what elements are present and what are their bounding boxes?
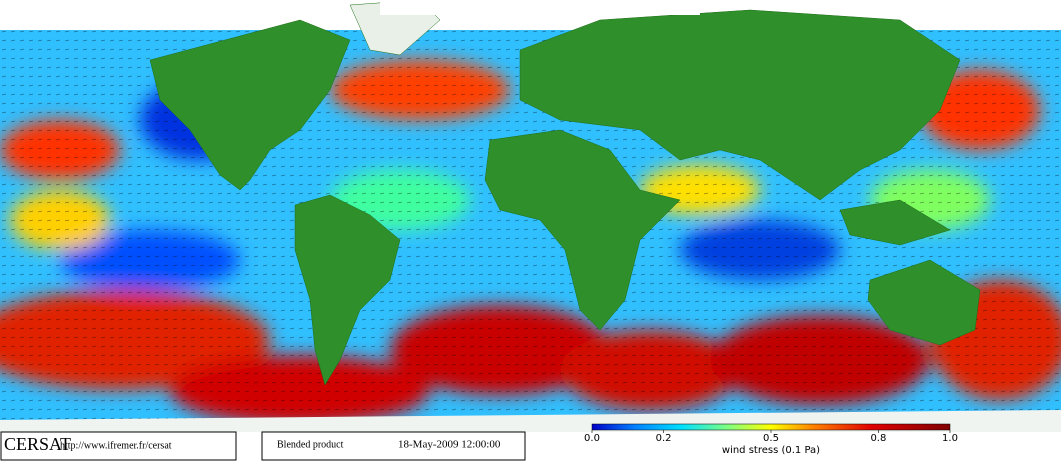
- land: [0, 0, 1061, 432]
- colorbar-tick-label: 1.0: [942, 433, 958, 444]
- product-box: [261, 431, 526, 461]
- logo-box: [0, 431, 237, 461]
- colorbar: [591, 423, 951, 431]
- colorbar-tick-label: 0.8: [870, 433, 886, 444]
- logo: CERSAT: [4, 434, 71, 454]
- product: Blended product: [277, 439, 344, 450]
- colorbar-tick-label: 0.2: [656, 433, 672, 444]
- colorbar-tick-label: 0.5: [763, 433, 779, 444]
- colorbar-tick-label: 0.0: [584, 433, 600, 444]
- url: http://www.ifremer.fr/cersat: [60, 440, 172, 451]
- colorbar-label: wind stress (0.1 Pa): [722, 445, 820, 456]
- date: 18-May-2009 12:00:00: [398, 439, 501, 451]
